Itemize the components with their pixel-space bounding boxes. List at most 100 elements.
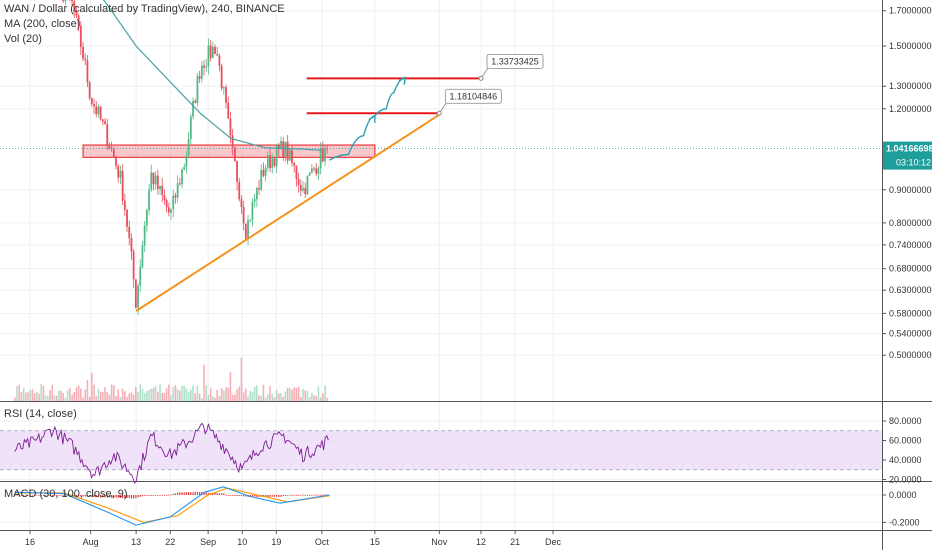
macd-histogram-bar [269, 495, 271, 497]
volume-bar [51, 384, 54, 401]
candle-body [280, 141, 282, 149]
macd-histogram-bar [256, 495, 258, 498]
macd-histogram-bar [225, 494, 227, 496]
volume-bar [196, 385, 199, 401]
macd-histogram-bar [53, 495, 56, 496]
macd-histogram-bar [161, 494, 163, 496]
macd-histogram-bar [298, 495, 300, 496]
volume-bar [128, 393, 131, 401]
price-label-1: 1.18104846 [450, 91, 498, 101]
macd-histogram-bar [293, 494, 295, 496]
candle-body [310, 168, 313, 173]
price-label-1-box [444, 88, 502, 104]
macd-histogram-bar [146, 495, 148, 496]
volume-bar [293, 387, 296, 401]
macd-histogram-bar [122, 495, 124, 499]
volume-bar [108, 394, 111, 401]
macd-histogram-bar [287, 495, 289, 496]
candle-body [308, 172, 311, 176]
volume-bar [236, 389, 238, 401]
volume-bar [148, 390, 150, 401]
macd-histogram-bar [31, 494, 34, 496]
candle-body [152, 172, 155, 185]
candle-body [119, 170, 122, 178]
volume-bar [247, 396, 249, 401]
volume-bar [273, 397, 276, 401]
volume-bar [91, 372, 93, 401]
volume-bar [231, 394, 234, 401]
volume-bar [154, 386, 157, 401]
volume-bar [25, 392, 27, 401]
volume-bar [256, 385, 258, 401]
volume-bar [159, 384, 161, 401]
volume-bar [146, 391, 148, 401]
macd-histogram-bar [42, 495, 45, 496]
macd-histogram-bar [218, 493, 221, 495]
volume-bar [212, 396, 214, 401]
volume-bar [99, 391, 102, 401]
macd-histogram-bar [75, 495, 78, 496]
macd-histogram-bar [23, 494, 25, 496]
volume-bar [242, 392, 245, 401]
candle-body [302, 188, 304, 191]
macd-histogram-bar [62, 495, 64, 496]
volume-bar [53, 395, 56, 401]
volume-bar [304, 390, 307, 401]
macd-histogram-bar [306, 494, 309, 496]
volume-bar [141, 388, 144, 401]
volume-bar [297, 386, 300, 401]
macd-histogram-bar [227, 494, 229, 496]
macd-histogram-bar [203, 492, 205, 495]
candle-body [299, 184, 302, 191]
candle-body [203, 65, 205, 68]
time-tick-label: 19 [271, 537, 281, 547]
macd-histogram-bar [251, 495, 254, 498]
macd-histogram-bar [45, 494, 47, 496]
volume-bar [47, 396, 49, 401]
candle-body [244, 223, 247, 239]
main-legend: WAN / Dollar (calculated by TradingView)… [4, 2, 285, 47]
candle-body [106, 124, 109, 147]
macd-histogram-bar [214, 492, 216, 495]
volume-bar [264, 397, 267, 401]
macd-histogram-bar [124, 495, 126, 498]
macd-histogram-bar [185, 492, 188, 495]
candle-body [163, 195, 166, 201]
volume-bar [113, 385, 115, 401]
macd-histogram-bar [273, 495, 276, 497]
candle-body [130, 237, 133, 252]
time-tick-label: Dec [545, 537, 562, 547]
volume-bar [97, 388, 100, 401]
volume-bar [115, 396, 117, 401]
macd-histogram-bar [34, 495, 36, 496]
candle-body [104, 121, 106, 125]
candle-body [229, 118, 232, 136]
macd-histogram-bar [282, 495, 284, 496]
candle-body [156, 175, 159, 190]
volume-bar [253, 386, 256, 401]
price-tick-label: 1.30000000 [889, 81, 932, 91]
macd-histogram-bar [302, 494, 304, 496]
time-tick-label: Sep [200, 537, 216, 547]
volume-bar [135, 387, 137, 401]
volume-bar [66, 390, 69, 401]
candle-body [165, 200, 168, 208]
candle-body [176, 183, 179, 198]
macd-histogram-bar [100, 495, 102, 498]
candle-body [231, 135, 234, 148]
price-tick-label: 1.50000000 [889, 41, 932, 51]
candle-body [288, 150, 291, 161]
macd-histogram-bar [320, 494, 322, 496]
candle-body [251, 201, 254, 220]
macd-histogram-bar [128, 495, 130, 498]
price-tick-label: 0.54000000 [889, 329, 932, 339]
price-label-2-box [486, 53, 544, 69]
macd-histogram-bar [106, 495, 108, 498]
volume-bar [311, 393, 313, 401]
volume-bar [214, 397, 216, 401]
macd-histogram-bar [229, 495, 232, 496]
candle-body [141, 245, 144, 267]
candle-body [150, 172, 153, 190]
volume-bar [143, 393, 146, 401]
